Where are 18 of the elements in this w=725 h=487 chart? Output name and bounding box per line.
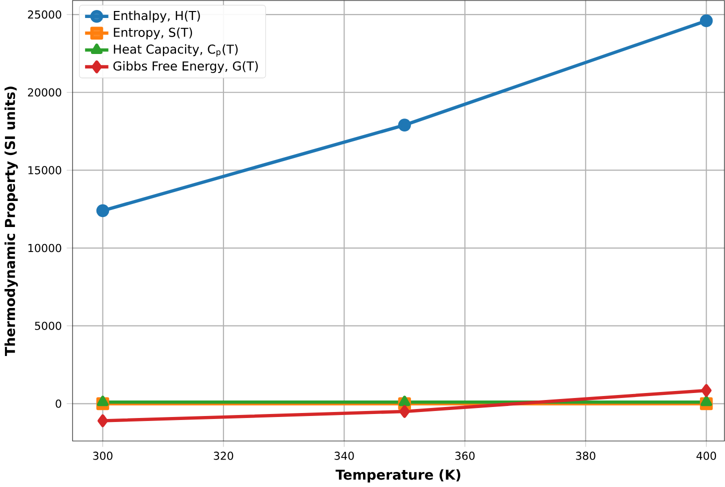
- y-tick-label: 25000: [28, 10, 62, 19]
- legend-label: Entropy, S(T): [114, 27, 192, 40]
- legend-label: Heat Capacity, C$_{p}$(T): [114, 44, 238, 57]
- x-tick-label: 300: [93, 452, 112, 460]
- x-tick-label: 340: [334, 452, 354, 460]
- x-tick-label: 320: [214, 452, 234, 460]
- x-axis-title: Temperature (K): [336, 469, 460, 482]
- legend-label: Enthalpy, H(T): [114, 10, 200, 23]
- y-axis-title: Thermodynamic Property (SI units): [4, 86, 18, 356]
- x-tick-label: 380: [576, 452, 596, 460]
- y-tick-label: 10000: [28, 244, 62, 252]
- y-tick-label: 15000: [28, 166, 62, 174]
- legend-label: Gibbs Free Energy, G(T): [113, 61, 258, 73]
- x-tick-label: 360: [455, 452, 475, 460]
- y-tick-label: 5000: [35, 322, 62, 330]
- y-tick-label: 20000: [28, 88, 62, 96]
- x-tick-label: 400: [696, 452, 716, 460]
- y-tick-label: 0: [56, 400, 62, 408]
